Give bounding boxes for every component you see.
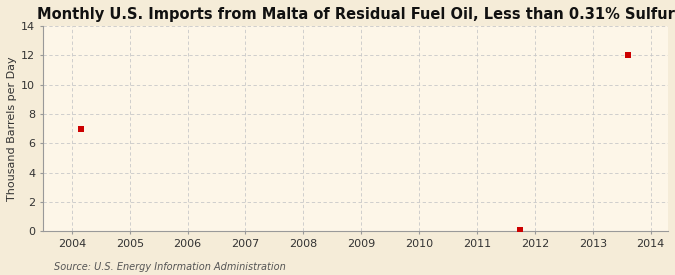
Point xyxy=(75,126,86,131)
Point xyxy=(515,228,526,232)
Text: Source: U.S. Energy Information Administration: Source: U.S. Energy Information Administ… xyxy=(54,262,286,272)
Point xyxy=(622,53,633,57)
Y-axis label: Thousand Barrels per Day: Thousand Barrels per Day xyxy=(7,56,17,201)
Title: Monthly U.S. Imports from Malta of Residual Fuel Oil, Less than 0.31% Sulfur: Monthly U.S. Imports from Malta of Resid… xyxy=(36,7,674,22)
